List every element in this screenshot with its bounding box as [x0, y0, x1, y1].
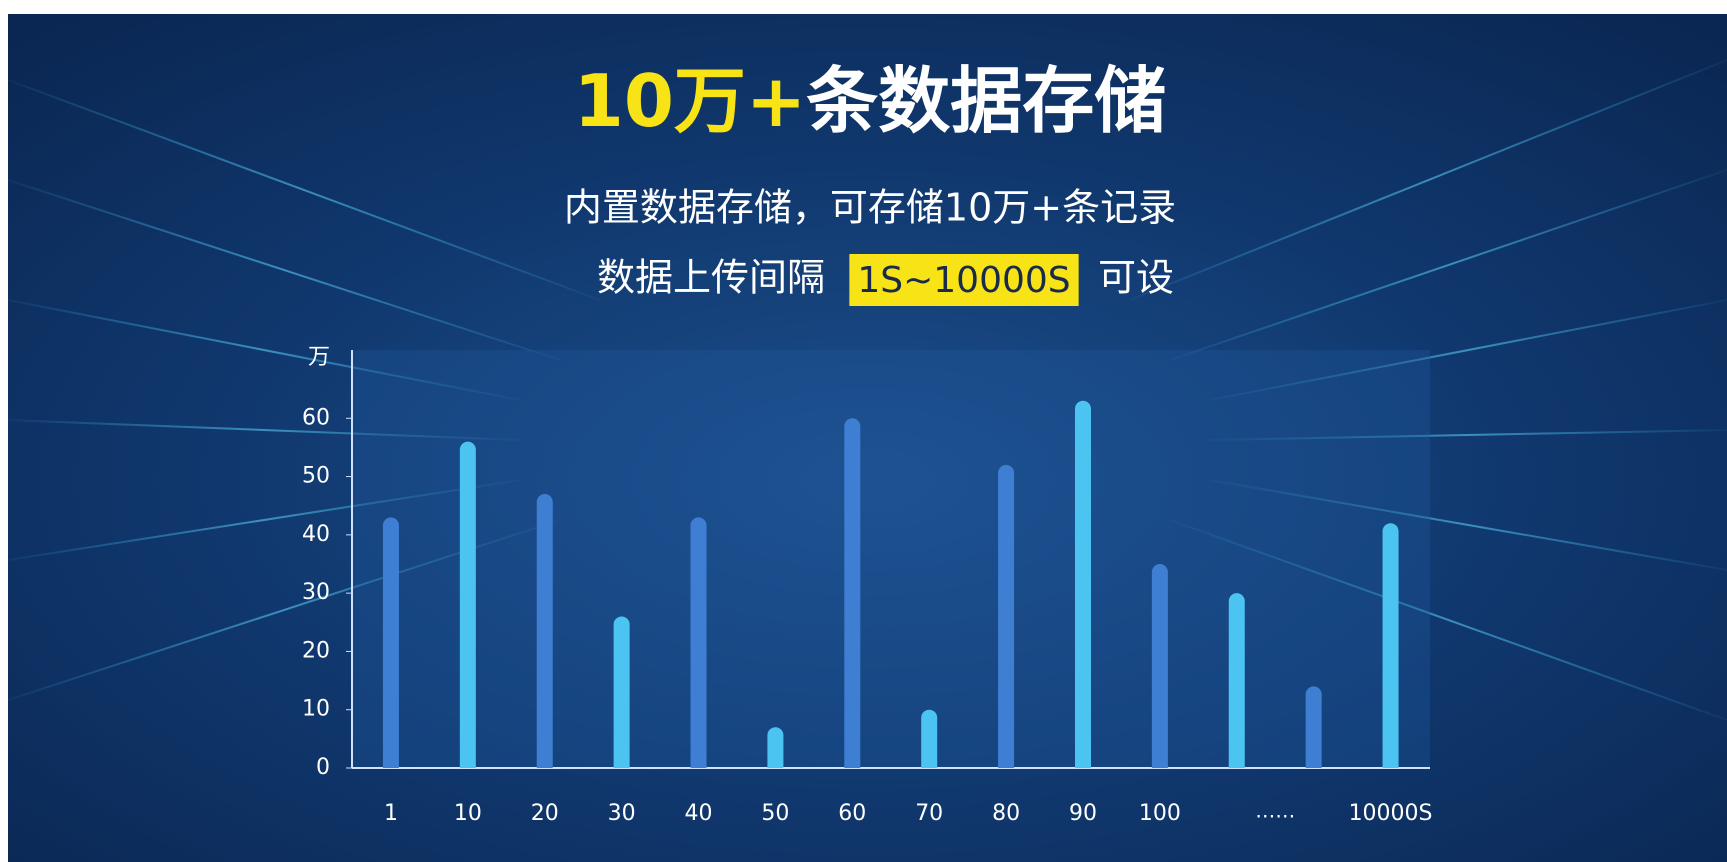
subtitle: 内置数据存储，可存储10万+条记录: [564, 186, 1176, 230]
x-tick-label: 80: [992, 801, 1020, 826]
y-tick-label: 0: [316, 755, 330, 780]
x-tick-label: 40: [685, 801, 713, 826]
x-tick-label: 10: [454, 801, 482, 826]
y-tick-label: 20: [302, 638, 330, 663]
bar: [1382, 523, 1399, 768]
bar: [844, 418, 861, 768]
interval-highlight: 1S~10000S: [857, 260, 1070, 301]
x-tick-label: 70: [915, 801, 943, 826]
interval-text: 数据上传间隔: [597, 256, 825, 300]
x-tick-label: 50: [761, 801, 789, 826]
x-tick-label: 30: [608, 801, 636, 826]
title-highlight: 10万+: [574, 59, 807, 143]
x-tick-label: 90: [1069, 801, 1097, 826]
bar: [536, 494, 553, 768]
bar: [1074, 400, 1091, 768]
light-streaks: [7, 59, 1727, 721]
bar: [998, 464, 1015, 768]
bar: [1228, 593, 1245, 768]
chart-title: 10万+条数据存储: [574, 59, 1167, 143]
x-tick-label: 100: [1139, 801, 1181, 826]
bar: [1305, 686, 1322, 768]
x-tick-label: 1: [384, 801, 398, 826]
bar: [459, 441, 476, 768]
interval-suffix: 可设: [1098, 256, 1174, 300]
title-rest: 条数据存储: [806, 59, 1166, 143]
plot-area: [352, 350, 1430, 768]
background: [8, 14, 1727, 862]
x-tick-label: 60: [838, 801, 866, 826]
bar: [921, 709, 938, 768]
y-tick-label: 50: [302, 464, 330, 489]
y-tick-label: 60: [302, 405, 330, 430]
bar: [690, 517, 707, 768]
bar: [382, 517, 399, 768]
y-unit: 万: [308, 345, 330, 370]
bar: [613, 616, 630, 768]
bar: [1151, 564, 1168, 768]
highlight-box: [849, 254, 1079, 306]
x-tick-label: 20: [531, 801, 559, 826]
x-gap-label: ……: [1255, 799, 1295, 823]
x-tick-label: 10000S: [1349, 801, 1433, 826]
bar: [767, 727, 784, 768]
y-tick-label: 40: [302, 522, 330, 547]
y-tick-label: 10: [302, 697, 330, 722]
y-tick-label: 30: [302, 580, 330, 605]
